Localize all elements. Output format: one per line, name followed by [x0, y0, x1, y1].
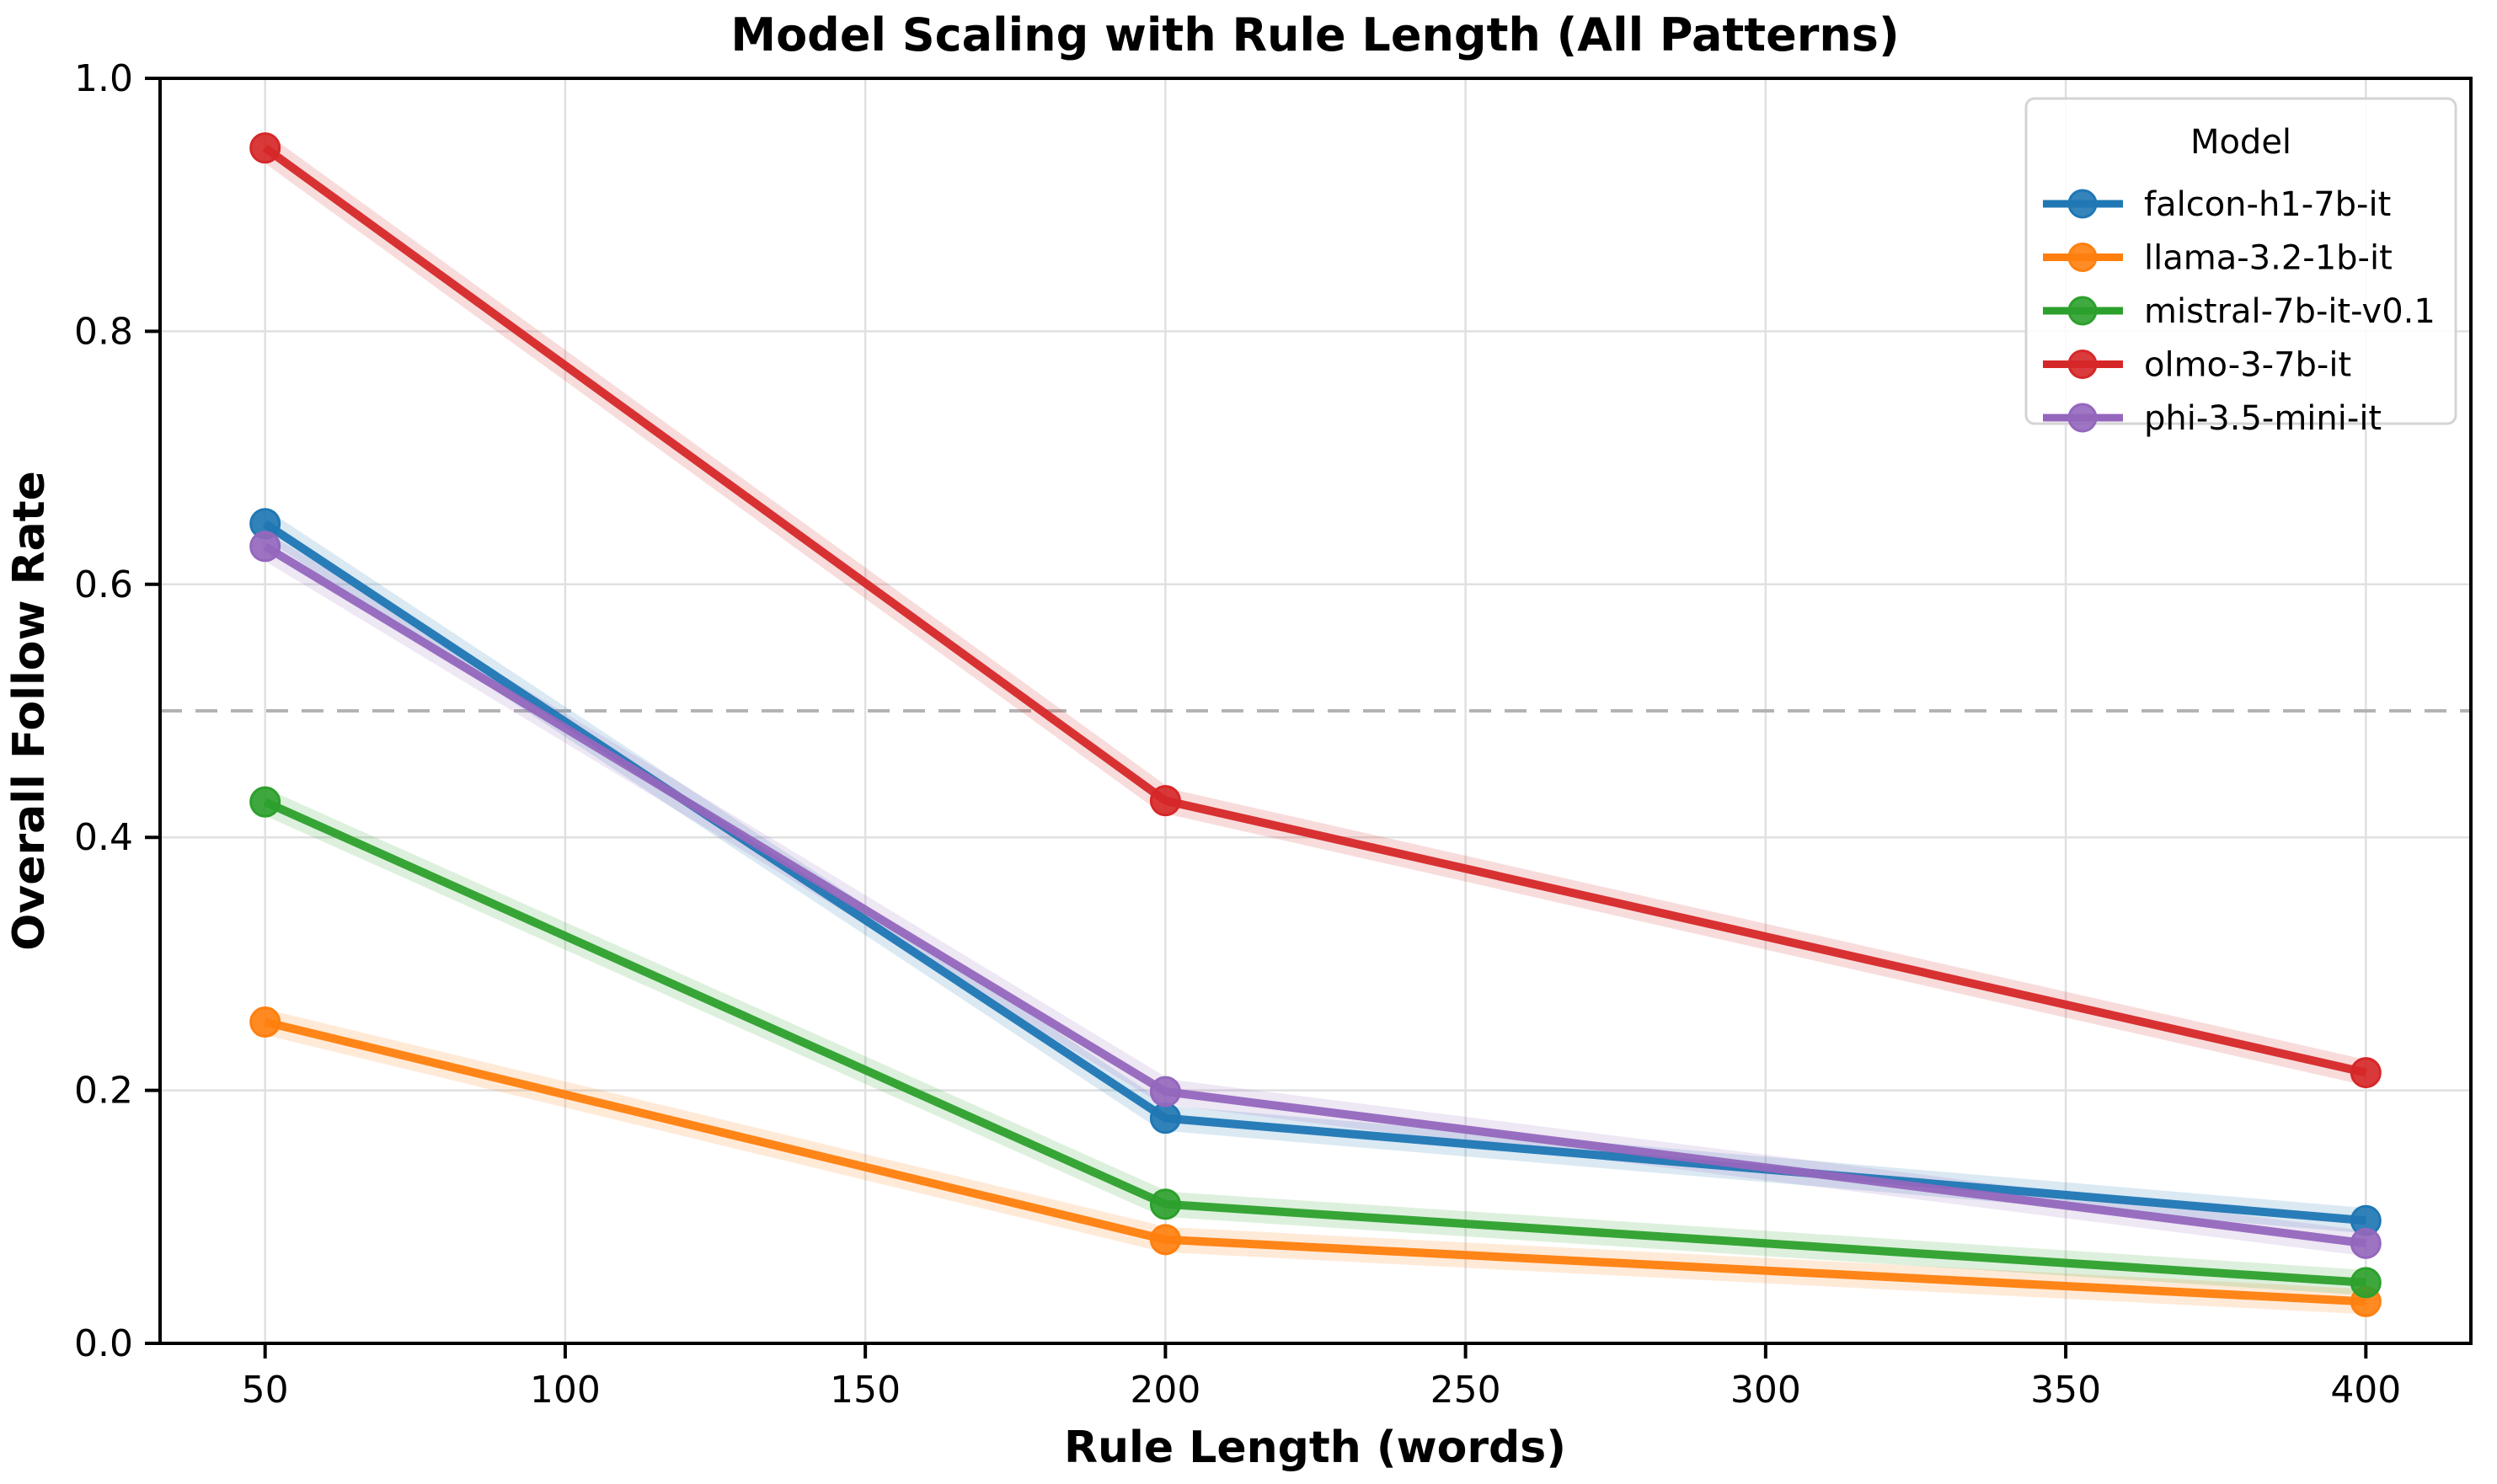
axes-spines	[158, 77, 2473, 1345]
legend-marker-swatch	[2067, 189, 2098, 219]
legend-items: falcon-h1-7b-it llama-3.2-1b-it mistral-7b…	[2043, 185, 2436, 438]
x-tick-label: 100	[530, 1369, 601, 1412]
legend-marker-swatch	[2067, 243, 2098, 272]
legend-item-label: olmo-3-7b-it	[2144, 346, 2351, 385]
legend-item-llama-3.2-1b-it: llama-3.2-1b-it	[2043, 239, 2393, 278]
legend-item-olmo-3-7b-it: olmo-3-7b-it	[2043, 346, 2351, 385]
series-marker-mistral-7b-it-v0.1-x200	[1149, 1188, 1181, 1220]
series-marker-phi-3.5-mini-it-x50	[249, 531, 281, 563]
x-tick-label: 400	[2330, 1369, 2401, 1412]
legend-title: Model	[2190, 123, 2291, 162]
series-marker-phi-3.5-mini-it-x200	[1149, 1076, 1181, 1108]
y-tick-label: 0.0	[74, 1322, 133, 1365]
y-tick-label: 1.0	[74, 57, 133, 100]
legend-item-label: mistral-7b-it-v0.1	[2144, 292, 2436, 331]
series-marker-olmo-3-7b-it-x200	[1149, 785, 1181, 817]
series-marker-mistral-7b-it-v0.1-x50	[249, 786, 281, 818]
series-marker-llama-3.2-1b-it-x50	[249, 1006, 281, 1038]
series-marker-phi-3.5-mini-it-x400	[2350, 1227, 2382, 1259]
chart-title: Model Scaling with Rule Length (All Patt…	[730, 8, 1899, 61]
legend: Model falcon-h1-7b-it llama-3.2-1b-it mist…	[2024, 97, 2457, 438]
legend-frame	[2024, 97, 2457, 425]
legend-item-label: llama-3.2-1b-it	[2144, 239, 2393, 278]
legend-marker-swatch	[2067, 350, 2098, 379]
x-tick-label: 150	[830, 1369, 901, 1412]
tick-layer	[145, 77, 2368, 1359]
x-tick-label: 50	[242, 1369, 289, 1412]
y-tick-label: 0.2	[74, 1070, 133, 1113]
legend-item-label: phi-3.5-mini-it	[2144, 399, 2382, 438]
series-marker-mistral-7b-it-v0.1-x400	[2350, 1267, 2382, 1299]
legend-marker-swatch	[2067, 403, 2098, 433]
legend-item-mistral-7b-it-v0.1: mistral-7b-it-v0.1	[2043, 292, 2436, 331]
legend-item-falcon-h1-7b-it: falcon-h1-7b-it	[2043, 185, 2391, 224]
legend-marker-swatch	[2067, 296, 2098, 326]
series-marker-llama-3.2-1b-it-x200	[1149, 1224, 1181, 1256]
x-tick-label: 350	[2030, 1369, 2101, 1412]
y-tick-label: 0.4	[74, 816, 133, 859]
series-marker-layer	[249, 132, 2382, 1317]
series-marker-olmo-3-7b-it-x50	[249, 132, 281, 164]
y-tick-label: 0.8	[74, 310, 133, 353]
y-axis-label: Overall Follow Rate	[4, 471, 55, 951]
series-marker-falcon-h1-7b-it-x200	[1149, 1102, 1181, 1134]
x-tick-label: 300	[1730, 1369, 1801, 1412]
x-tick-label: 200	[1130, 1369, 1200, 1412]
y-tick-label: 0.6	[74, 563, 133, 606]
legend-item-phi-3.5-mini-it: phi-3.5-mini-it	[2043, 399, 2382, 438]
series-marker-olmo-3-7b-it-x400	[2350, 1057, 2382, 1089]
legend-item-label: falcon-h1-7b-it	[2144, 185, 2391, 224]
tick-label-layer: 50 100 150 200 250 300 350 400 0.0 0.2 0.4 0.6 0.8 1.…	[74, 57, 2401, 1412]
x-tick-label: 250	[1430, 1369, 1501, 1412]
x-axis-label: Rule Length (words)	[1064, 1423, 1566, 1473]
